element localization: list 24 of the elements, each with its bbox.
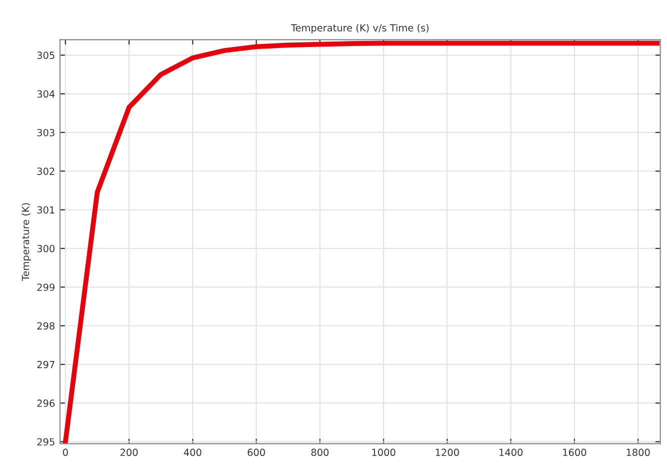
x-tick-label: 200 bbox=[120, 448, 138, 456]
y-tick-label: 298 bbox=[37, 322, 55, 330]
y-tick-label: 303 bbox=[37, 128, 54, 136]
y-tick-label: 304 bbox=[37, 90, 55, 98]
y-axis-title: Temperature (K) bbox=[22, 203, 32, 282]
x-tick-label: 0 bbox=[62, 448, 68, 456]
y-tick-label: 297 bbox=[37, 360, 54, 368]
y-tick-label: 296 bbox=[37, 400, 55, 407]
y-tick-label: 305 bbox=[37, 52, 54, 59]
x-tick-label: 1000 bbox=[372, 448, 396, 456]
x-tick-label: 800 bbox=[311, 448, 329, 456]
line-series bbox=[63, 40, 660, 444]
y-tick-label: 295 bbox=[37, 438, 54, 446]
y-tick-label: 299 bbox=[37, 284, 54, 291]
x-tick-label: 600 bbox=[248, 448, 265, 456]
chart-title: Temperature (K) v/s Time (s) bbox=[290, 24, 429, 34]
x-tick-label: 1400 bbox=[500, 448, 523, 456]
y-tick-label: 301 bbox=[37, 206, 54, 214]
y-tick-label: 302 bbox=[37, 168, 54, 175]
x-tick-label: 1800 bbox=[626, 448, 650, 456]
x-tick-label: 1600 bbox=[563, 448, 586, 456]
x-tick-label: 400 bbox=[184, 448, 202, 456]
y-tick-label: 300 bbox=[37, 244, 55, 252]
x-tick-label: 1200 bbox=[436, 448, 459, 456]
